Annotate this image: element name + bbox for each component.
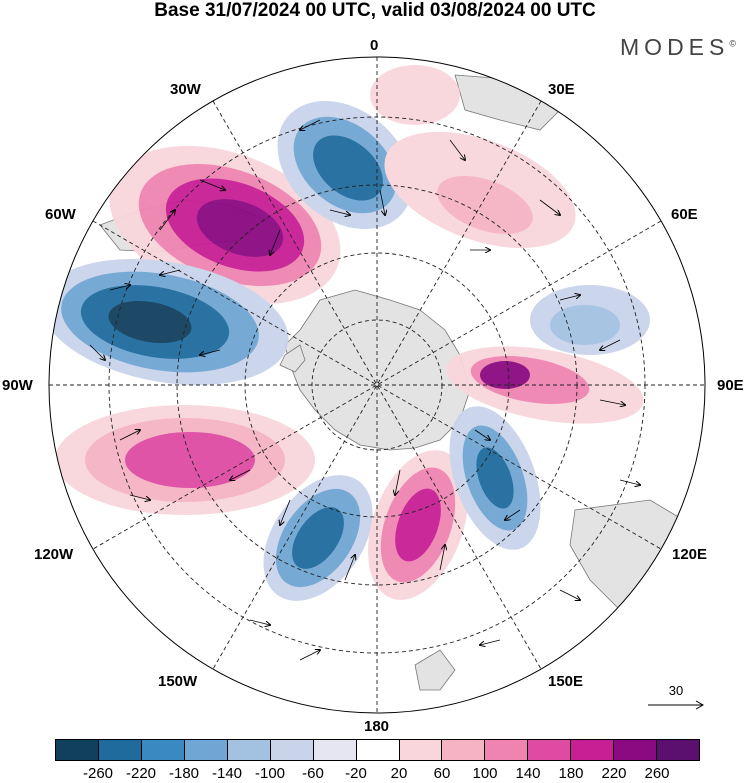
colorbar-segment xyxy=(227,740,271,760)
colorbar-tick-label: 260 xyxy=(644,765,670,782)
brand-mark: © xyxy=(729,38,736,49)
antarctica-landmass xyxy=(284,289,471,451)
colorbar-tick-label: 220 xyxy=(601,765,627,782)
colorbar-segment xyxy=(141,740,185,760)
wind-vectors xyxy=(89,119,640,661)
colorbar-segment xyxy=(56,740,99,760)
antarctic-peninsula xyxy=(279,344,306,373)
brand-logo: MODES© xyxy=(620,34,736,61)
colorbar-tick-label: -60 xyxy=(302,765,324,782)
colorbar-tick-label: -20 xyxy=(345,765,367,782)
colorbar-segment xyxy=(614,740,658,760)
lon-label-30w: 30W xyxy=(170,81,201,98)
colorbar-segment xyxy=(313,740,357,760)
colorbar-segment xyxy=(356,740,400,760)
colorbar-tick-label: 180 xyxy=(558,765,584,782)
map-title: Base 31/07/2024 00 UTC, valid 03/08/2024… xyxy=(154,0,596,21)
colorbar-tick-label: 100 xyxy=(472,765,498,782)
reference-vector-arrow-icon xyxy=(648,700,705,710)
reference-vector-value: 30 xyxy=(668,683,684,698)
colorbar-segment xyxy=(399,740,443,760)
lon-label-30e: 30E xyxy=(548,81,575,98)
colorbar-tick-label: 140 xyxy=(515,765,541,782)
colorbar xyxy=(55,739,700,761)
lon-label-90e: 90E xyxy=(717,377,744,394)
colorbar-segment xyxy=(571,740,615,760)
brand-name: MODES xyxy=(620,34,730,60)
lon-label-150e: 150E xyxy=(548,673,584,690)
colorbar-tick-label: -220 xyxy=(125,765,157,782)
colorbar-tick-label: -100 xyxy=(254,765,286,782)
lon-label-60w: 60W xyxy=(45,206,76,223)
lon-label-120w: 120W xyxy=(34,546,74,563)
anomaly-field xyxy=(49,65,650,601)
colorbar-segment xyxy=(442,740,486,760)
colorbar-segment xyxy=(485,740,529,760)
map-boundary xyxy=(48,56,706,714)
colorbar-segment xyxy=(657,740,700,760)
colorbar-segment xyxy=(98,740,142,760)
lon-label-0: 0 xyxy=(370,37,379,54)
colorbar-segment xyxy=(184,740,228,760)
lon-label-180: 180 xyxy=(364,718,390,735)
colorbar-tick-label: -260 xyxy=(82,765,114,782)
colorbar-tick-label: -140 xyxy=(211,765,243,782)
lon-label-150w: 150W xyxy=(158,673,198,690)
colorbar-tick-label: -180 xyxy=(168,765,200,782)
lon-label-120e: 120E xyxy=(672,546,708,563)
colorbar-segment xyxy=(270,740,314,760)
colorbar-tick-label: 20 xyxy=(390,765,408,782)
colorbar-tick-label: 60 xyxy=(433,765,451,782)
lon-label-90w: 90W xyxy=(2,377,33,394)
reference-vector: 30 xyxy=(646,683,706,717)
graticule xyxy=(49,57,705,713)
lon-label-60e: 60E xyxy=(671,206,698,223)
new-zealand-landmass xyxy=(414,649,456,691)
colorbar-segment xyxy=(528,740,572,760)
